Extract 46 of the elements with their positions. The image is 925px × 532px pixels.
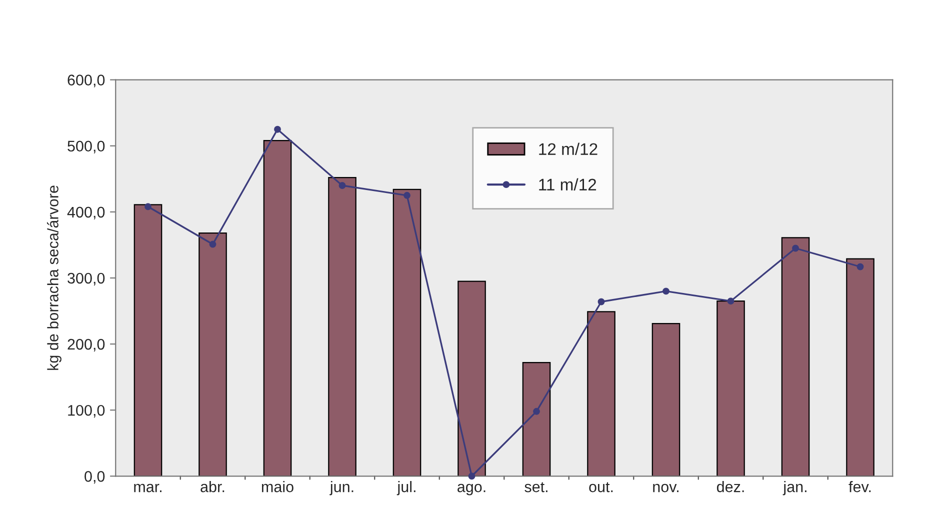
x-tick-label: abr. [200,481,224,492]
y-tick-label: 600,0 [68,74,105,88]
point [662,288,670,295]
y-tick-label: 200,0 [68,338,105,352]
bar [846,258,874,476]
bar [392,188,422,476]
bar [781,237,810,476]
point [338,182,346,189]
bar [652,322,680,476]
bar [716,300,745,476]
point [598,298,605,306]
x-tick-label: jun. [330,481,354,496]
y-tick-label: 400,0 [67,206,105,220]
bar [522,362,551,476]
y-tick-label: 500,0 [68,140,105,154]
bar [134,204,162,476]
point [274,126,281,133]
x-tick-label: jul. [396,481,416,496]
y-axis-title: kg de borracha seca/árvore [47,186,62,370]
x-tick-label: nov. [653,484,678,492]
bar [458,280,486,476]
point [792,244,799,252]
x-tick-label: jan. [782,481,806,496]
point [144,203,152,210]
x-tick-label: fev. [848,481,871,492]
point [209,240,216,248]
bar [587,311,616,476]
x-tick-label: dez. [716,481,744,492]
x-tick-label: out. [589,482,613,492]
bar [328,177,356,476]
bar [198,232,227,476]
x-tick-label: set. [524,482,548,492]
point [468,472,476,480]
point [727,298,734,305]
x-tick-label: mar. [134,484,162,492]
point [856,263,864,270]
x-tick-label: maio [262,481,294,492]
legend-label: 11 m/12 [539,178,596,191]
bar [263,140,292,476]
x-tick-label: ago. [458,484,486,496]
point [533,408,540,415]
y-tick-label: 300,0 [68,272,105,286]
legend-label: 12 m/12 [539,142,598,156]
point [404,192,410,199]
y-tick-label: 100,0 [68,404,105,418]
y-tick-label: 0,0 [84,471,105,484]
